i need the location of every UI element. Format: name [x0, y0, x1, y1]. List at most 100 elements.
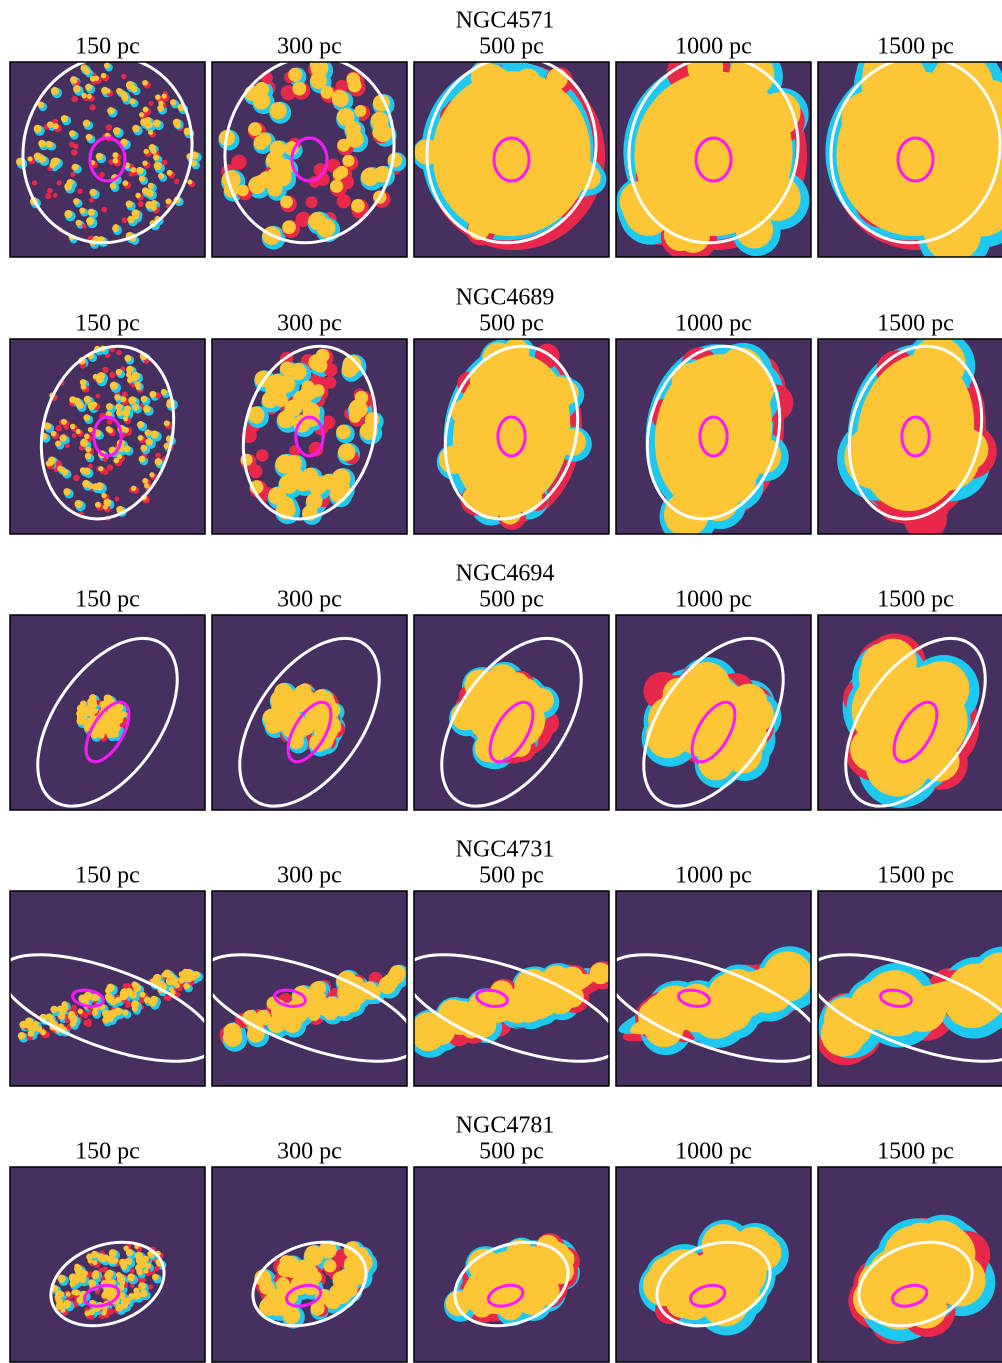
emission-blob — [132, 124, 140, 133]
inner-ellipse — [892, 700, 939, 764]
emission-blob — [127, 1273, 136, 1282]
emission-blob — [295, 211, 311, 228]
emission-blob — [77, 1008, 84, 1014]
panel-frame — [413, 338, 610, 535]
emission-blob — [142, 1255, 150, 1263]
emission-blob — [92, 727, 100, 734]
scale-label: 500 pc — [479, 587, 544, 613]
scale-label: 1500 pc — [877, 34, 954, 60]
emission-blob — [120, 1298, 127, 1305]
emission-blob — [55, 440, 62, 447]
scale-label: 1500 pc — [877, 1139, 954, 1165]
emission-blob — [388, 966, 405, 984]
emission-blob — [116, 87, 123, 95]
emission-blob — [122, 1009, 129, 1016]
outer-ellipse — [440, 636, 583, 808]
emission-blob — [515, 68, 541, 94]
emission-blob — [323, 1259, 337, 1273]
emission-blob — [130, 167, 137, 173]
emission-blob — [71, 163, 79, 171]
emission-blob — [69, 130, 76, 137]
emission-blob — [155, 452, 161, 459]
emission-blob — [87, 1258, 93, 1264]
emission-blob — [256, 449, 269, 462]
emission-blob — [110, 999, 117, 1006]
emission-blob — [88, 1279, 97, 1288]
map-panel — [212, 891, 407, 1086]
panel-frame — [817, 614, 1002, 811]
emission-blob — [73, 198, 80, 205]
emission-blob — [148, 129, 154, 135]
emission-blob — [504, 92, 529, 117]
emission-blob — [459, 421, 492, 454]
inner-ellipse — [677, 988, 711, 1008]
map-panel — [212, 339, 407, 534]
galaxy-title: NGC4731 — [456, 837, 555, 863]
emission-blob — [137, 435, 144, 441]
emission-blob — [143, 148, 149, 155]
emission-blob — [82, 479, 90, 488]
scale-label: 1000 pc — [675, 34, 752, 60]
emission-blob — [505, 672, 530, 697]
emission-blob — [331, 468, 351, 488]
scale-label: 300 pc — [277, 311, 342, 337]
emission-blob — [120, 1263, 128, 1270]
panel-frame — [9, 1166, 206, 1363]
emission-blob — [102, 468, 109, 475]
map-panel — [616, 615, 811, 810]
emission-blob — [116, 409, 123, 417]
emission-blob — [507, 455, 536, 484]
scale-label: 150 pc — [75, 34, 140, 60]
emission-blob — [445, 1290, 471, 1317]
panel-frame — [615, 890, 812, 1087]
emission-blob — [149, 472, 155, 478]
emission-blob — [157, 104, 165, 112]
emission-blob — [269, 140, 286, 157]
panel-frame — [9, 614, 206, 811]
emission-blob — [140, 118, 148, 126]
emission-blob — [638, 999, 672, 1034]
scale-label: 1000 pc — [675, 587, 752, 613]
emission-blob — [183, 127, 192, 136]
emission-blob — [135, 1256, 144, 1264]
emission-blob — [506, 1239, 533, 1266]
emission-blob — [850, 726, 896, 772]
emission-blob — [253, 135, 268, 150]
emission-blob — [50, 1005, 58, 1014]
emission-blob — [55, 1301, 64, 1311]
emission-blob — [56, 1005, 64, 1013]
emission-blob — [141, 187, 150, 195]
emission-blob — [71, 149, 78, 156]
galaxy-title: NGC4694 — [456, 561, 555, 587]
emission-blob — [289, 362, 307, 381]
outer-ellipse — [857, 1240, 974, 1328]
emission-blob — [510, 481, 543, 513]
emission-blob — [288, 67, 303, 82]
map-panel — [414, 62, 609, 257]
emission-blob — [190, 160, 198, 167]
emission-blob — [64, 182, 73, 191]
emission-blob — [76, 1296, 84, 1304]
emission-blob — [102, 456, 108, 463]
emission-blob — [122, 415, 129, 422]
outer-ellipse — [655, 1240, 772, 1328]
emission-blob — [255, 1009, 271, 1026]
emission-blob — [149, 998, 157, 1005]
emission-blob — [348, 410, 362, 423]
emission-blob — [79, 207, 86, 214]
emission-blob — [64, 210, 73, 219]
emission-blob — [17, 1031, 26, 1040]
emission-blob — [952, 159, 1002, 218]
outer-ellipse — [627, 62, 800, 245]
emission-blob — [83, 1019, 90, 1026]
panel-frame — [9, 338, 206, 535]
emission-blob — [320, 473, 337, 490]
emission-blob — [116, 453, 123, 460]
emission-blob — [248, 464, 263, 479]
emission-blob — [336, 194, 351, 209]
emission-blob — [172, 977, 179, 983]
emission-blob — [87, 208, 95, 216]
emission-blob — [148, 1284, 154, 1290]
emission-blob — [78, 1274, 87, 1284]
emission-blob — [335, 165, 349, 179]
